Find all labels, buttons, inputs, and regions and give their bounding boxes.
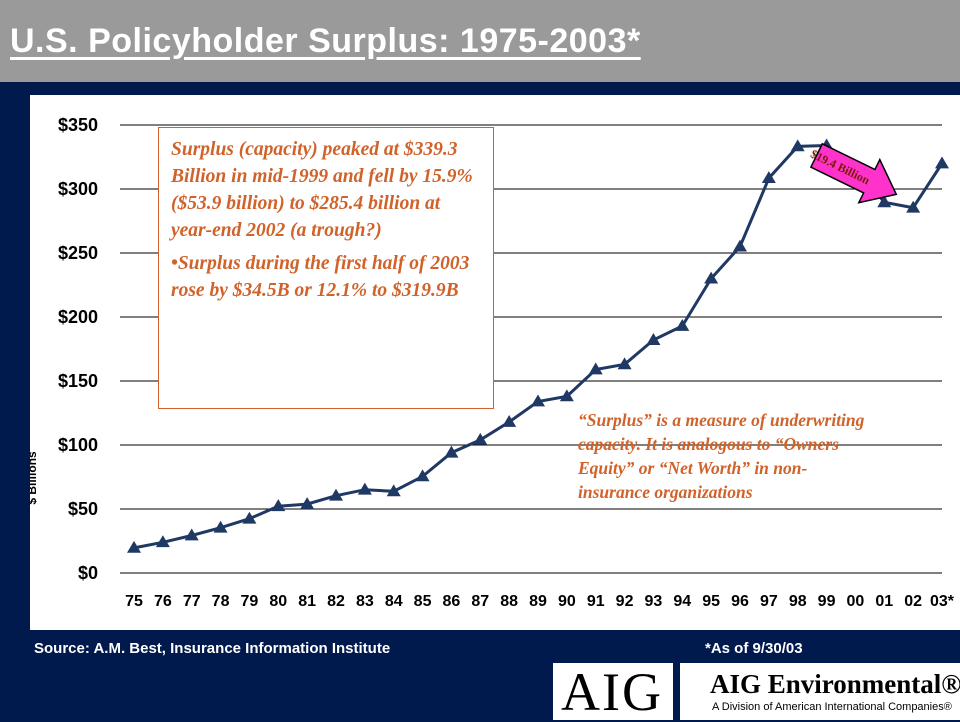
decline-arrow: $19.4 Billion (808, 142, 898, 204)
x-tick-label: 89 (529, 593, 547, 610)
x-tick-label: 85 (414, 593, 432, 610)
data-point-marker (733, 239, 747, 252)
y-tick-label: $300 (58, 179, 98, 199)
data-point-marker (906, 200, 921, 213)
y-axis-label: $ Billions (30, 451, 39, 505)
x-tick-label: 90 (558, 593, 576, 610)
data-point-marker (675, 318, 690, 331)
page-title: U.S. Policyholder Surplus: 1975-2003* (10, 22, 641, 60)
x-tick-label: 78 (212, 593, 230, 610)
y-tick-label: $150 (58, 371, 98, 391)
x-tick-label: 93 (645, 593, 663, 610)
aig-logo-text: AIG (561, 662, 663, 722)
data-point-marker (415, 469, 430, 482)
x-tick-label: 76 (154, 593, 172, 610)
x-tick-label: 95 (702, 593, 720, 610)
data-point-marker (559, 389, 574, 402)
data-markers (127, 138, 949, 553)
data-point-marker (271, 499, 286, 512)
callout-2003-text: •Surplus during the first half of 2003 r… (171, 253, 470, 301)
x-tick-label: 97 (760, 593, 778, 610)
aig-environmental-subtitle: A Division of American International Com… (712, 701, 952, 713)
data-point-marker (531, 394, 545, 407)
x-tick-label: 94 (673, 593, 691, 610)
decline-arrow-shape (809, 142, 898, 204)
x-tick-label: 03* (930, 593, 955, 610)
left-stripe (0, 82, 30, 630)
y-axis-ticks: $0 $50 $100 $150 $200 $250 $300 $350 (58, 115, 98, 583)
data-point-marker (646, 333, 661, 345)
title-bar: U.S. Policyholder Surplus: 1975-2003* (0, 0, 960, 82)
x-axis-ticks: 75 76 77 78 79 80 81 82 83 84 85 86 87 88 89 90 91 92 93 94… (125, 593, 955, 610)
y-tick-label: $100 (58, 435, 98, 455)
x-tick-label: 81 (298, 593, 316, 610)
x-tick-label: 80 (269, 593, 287, 610)
y-tick-label: $0 (78, 563, 98, 583)
chart-panel: $0 $50 $100 $150 $200 $250 $300 $350 75 76 77 78 79… (30, 95, 960, 630)
data-point-marker (502, 414, 517, 427)
data-point-marker (386, 484, 401, 497)
data-point-marker (127, 540, 141, 553)
data-point-marker (935, 156, 949, 169)
x-tick-label: 82 (327, 593, 345, 610)
x-tick-label: 91 (587, 593, 605, 610)
aig-logo: AIG (553, 663, 673, 720)
data-point-marker (155, 535, 170, 548)
data-point-marker (300, 497, 315, 510)
x-tick-label: 01 (875, 593, 893, 610)
data-point-marker (444, 445, 459, 458)
x-tick-label: 77 (183, 593, 201, 610)
aig-environmental-logo: AIG Environmental® A Division of America… (680, 663, 960, 720)
x-tick-label: 75 (125, 593, 143, 610)
data-point-marker (877, 195, 892, 208)
x-tick-label: 87 (471, 593, 489, 610)
x-tick-label: 88 (500, 593, 518, 610)
y-tick-label: $50 (68, 499, 98, 519)
x-tick-label: 99 (818, 593, 836, 610)
as-of-note: *As of 9/30/03 (705, 640, 803, 657)
x-tick-label: 00 (847, 593, 865, 610)
data-point-marker (588, 362, 603, 375)
callout-peak-text: Surplus (capacity) peaked at $339.3 Bill… (171, 139, 473, 241)
data-point-marker (790, 139, 805, 152)
data-point-marker (357, 482, 372, 495)
x-tick-label: 92 (616, 593, 634, 610)
x-tick-label: 86 (443, 593, 461, 610)
data-point-marker (242, 511, 257, 524)
y-tick-label: $350 (58, 115, 98, 135)
data-point-marker (617, 357, 632, 370)
data-point-marker (184, 528, 199, 541)
x-tick-label: 84 (385, 593, 403, 610)
x-tick-label: 02 (904, 593, 922, 610)
aig-environmental-name: AIG Environmental® (710, 669, 960, 699)
x-tick-label: 98 (789, 593, 807, 610)
x-tick-label: 83 (356, 593, 374, 610)
surplus-definition-note: “Surplus” is a measure of underwriting c… (578, 410, 865, 502)
data-point-marker (213, 520, 228, 533)
x-tick-label: 96 (731, 593, 749, 610)
data-point-marker (704, 271, 719, 284)
data-point-marker (761, 171, 776, 184)
data-point-marker (329, 488, 343, 501)
y-tick-label: $250 (58, 243, 98, 263)
data-point-marker (473, 432, 488, 445)
peak-callout-box: Surplus (capacity) peaked at $339.3 Bill… (158, 127, 494, 409)
x-tick-label: 79 (241, 593, 259, 610)
y-tick-label: $200 (58, 307, 98, 327)
source-note: Source: A.M. Best, Insurance Information… (34, 640, 391, 657)
